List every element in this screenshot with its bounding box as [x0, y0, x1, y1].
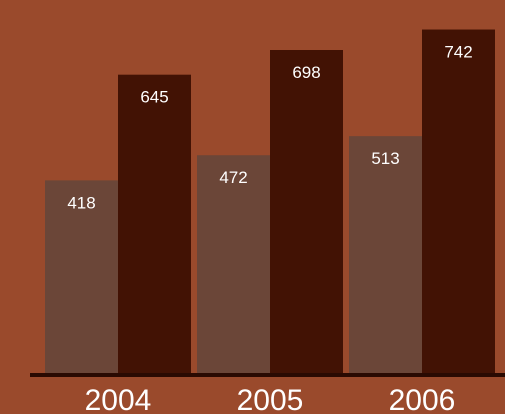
value-label-2005-series-2: 698: [292, 63, 320, 82]
value-label-2004-series-1: 418: [67, 193, 95, 212]
bars-group: [45, 29, 495, 376]
bar-2005-series-2: [270, 50, 343, 375]
bar-2004-series-2: [118, 74, 191, 376]
x-tick-labels-group: 2004 2005 2006: [85, 384, 456, 414]
value-label-2004-series-2: 645: [140, 88, 168, 107]
bar-2005-series-1: [197, 155, 270, 375]
value-label-2006-series-2: 742: [444, 43, 472, 62]
x-tick-label-2005: 2005: [237, 384, 304, 414]
bar-2006-series-2: [422, 29, 495, 375]
bar-2004-series-1: [45, 180, 118, 375]
x-tick-label-2006: 2006: [389, 384, 456, 414]
value-label-2006-series-1: 513: [371, 149, 399, 168]
value-label-2005-series-1: 472: [219, 168, 247, 187]
x-tick-label-2004: 2004: [85, 384, 152, 414]
bar-2006-series-1: [349, 136, 422, 375]
value-labels-group: 418 645 472 698 513 742: [67, 43, 472, 213]
